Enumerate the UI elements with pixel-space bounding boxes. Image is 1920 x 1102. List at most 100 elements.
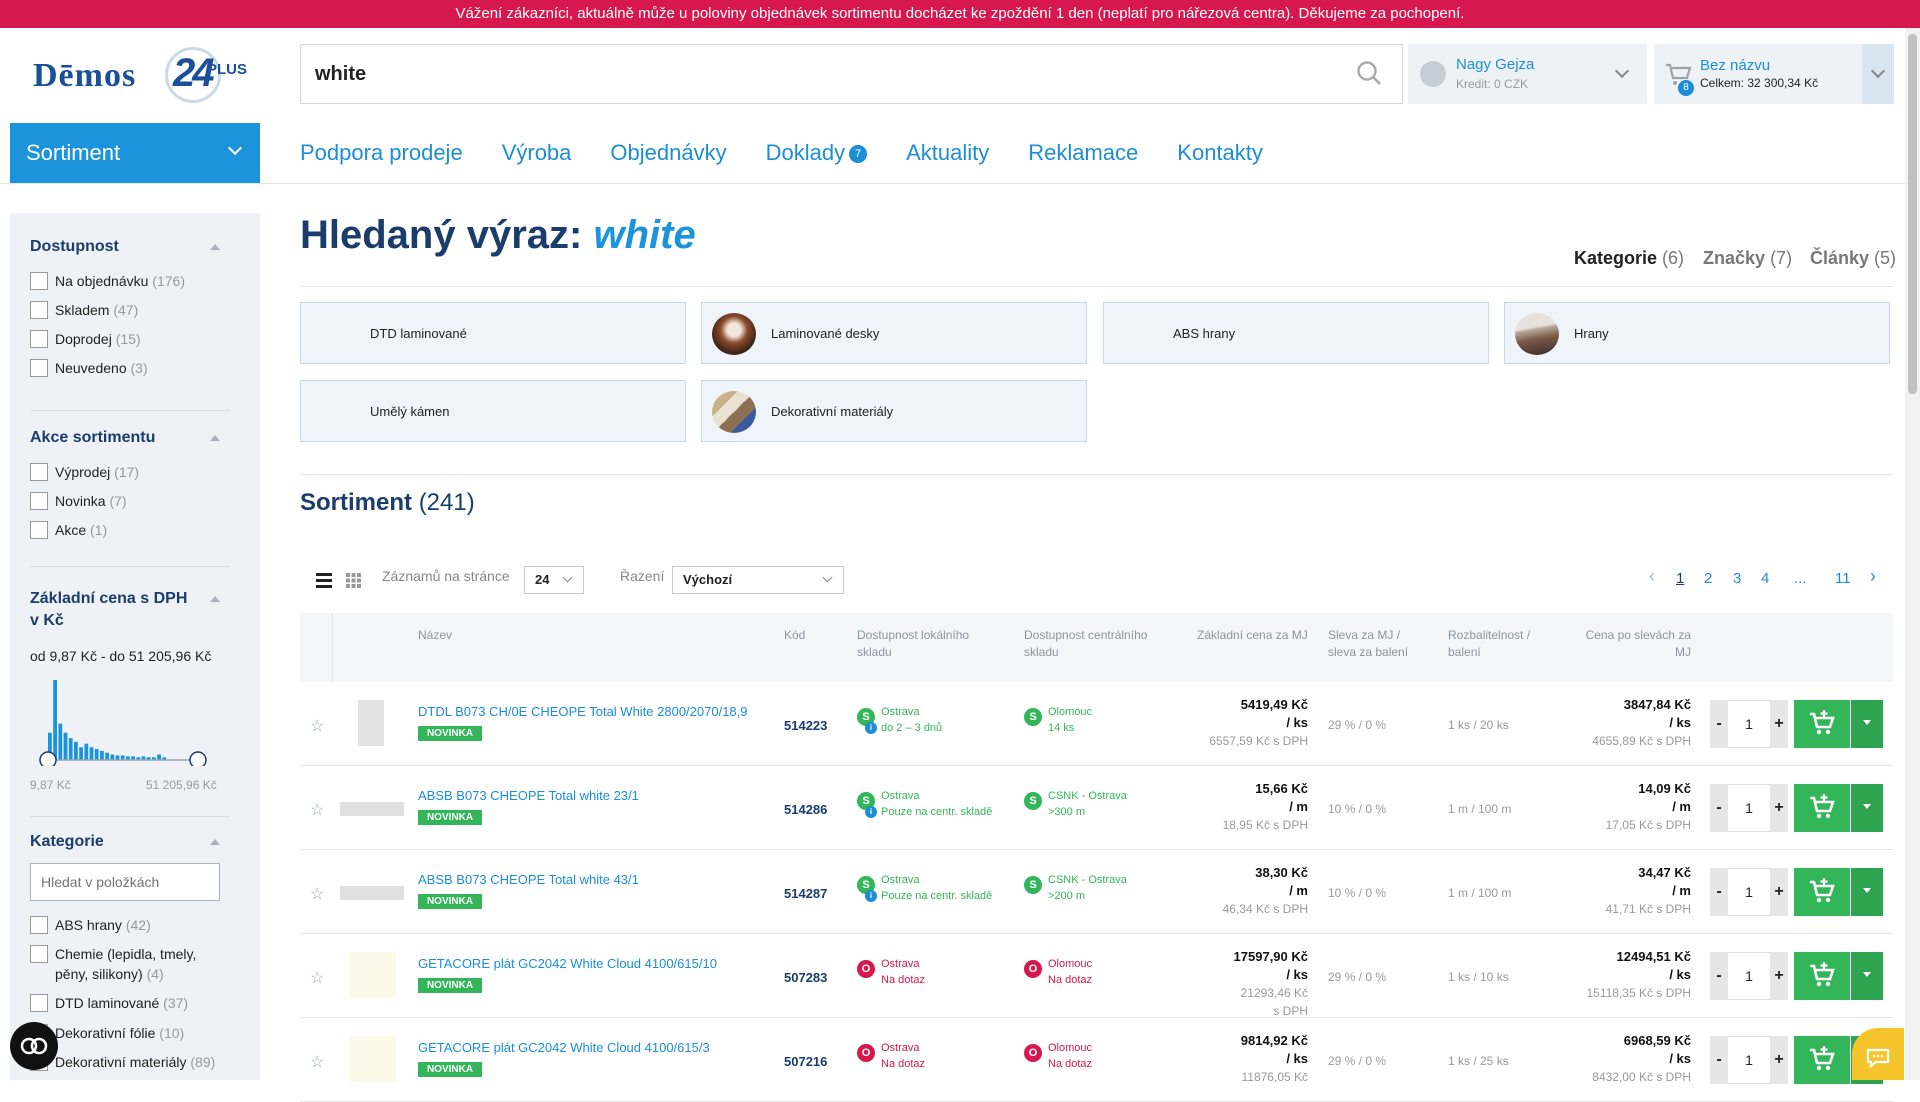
- search-icon[interactable]: [1356, 60, 1382, 86]
- add-to-cart-button[interactable]: [1794, 952, 1850, 1000]
- add-to-cart-button[interactable]: [1794, 700, 1850, 748]
- product-name-link[interactable]: GETACORE plát GC2042 White Cloud 4100/61…: [418, 956, 717, 971]
- category-card-hrany[interactable]: Hrany: [1504, 302, 1890, 364]
- favorite-star-icon[interactable]: ☆: [310, 802, 325, 819]
- checkbox-akce[interactable]: Akce (1): [30, 521, 107, 539]
- checkbox-vyprodej[interactable]: Výprodej (17): [30, 463, 139, 481]
- add-to-cart-button[interactable]: [1794, 784, 1850, 832]
- col-rozbalitelnost[interactable]: Rozbalitelnost / balení: [1448, 627, 1530, 661]
- decrease-button[interactable]: -: [1710, 700, 1728, 748]
- product-name-link[interactable]: GETACORE plát GC2042 White Cloud 4100/61…: [418, 1040, 710, 1055]
- cookie-consent-button[interactable]: [10, 1022, 58, 1070]
- add-to-cart-dropdown[interactable]: [1851, 700, 1883, 748]
- favorite-star-icon[interactable]: ☆: [310, 886, 325, 903]
- add-to-cart-dropdown[interactable]: [1851, 868, 1883, 916]
- decrease-button[interactable]: -: [1710, 1036, 1728, 1084]
- col-kod[interactable]: Kód: [784, 627, 805, 644]
- slider-max-handle[interactable]: [189, 751, 207, 769]
- add-to-cart-button[interactable]: [1794, 1036, 1850, 1084]
- decrease-button[interactable]: -: [1710, 868, 1728, 916]
- tab-clanky[interactable]: Články (5): [1810, 248, 1896, 269]
- next-page-icon[interactable]: ›: [1870, 566, 1876, 586]
- col-zakladni-cena[interactable]: Základní cena za MJ: [1197, 627, 1308, 644]
- category-card-umely-kamen[interactable]: Umělý kámen: [300, 380, 686, 442]
- scrollbar[interactable]: [1905, 28, 1920, 1080]
- nav-reklamace[interactable]: Reklamace: [1028, 140, 1139, 165]
- increase-button[interactable]: +: [1770, 784, 1788, 832]
- prev-page-icon[interactable]: ‹: [1649, 566, 1655, 586]
- product-name-link[interactable]: ABSB B073 CHEOPE Total white 23/1: [418, 788, 639, 803]
- page-1[interactable]: 1: [1676, 570, 1685, 587]
- info-icon[interactable]: i: [865, 890, 877, 902]
- scrollbar-thumb[interactable]: [1908, 34, 1917, 394]
- product-name-link[interactable]: DTDL B073 CH/0E CHEOPE Total White 2800/…: [418, 704, 748, 719]
- nav-aktuality[interactable]: Aktuality: [906, 140, 990, 165]
- quantity-input[interactable]: 1: [1728, 868, 1770, 916]
- checkbox-na-objednavku[interactable]: Na objednávku (176): [30, 272, 185, 290]
- checkbox-abs-hrany[interactable]: ABS hrany (42): [30, 916, 151, 934]
- logo[interactable]: Dēmos 24 PLUS: [33, 45, 247, 107]
- add-to-cart-dropdown[interactable]: [1851, 952, 1883, 1000]
- col-cena-po-slevach[interactable]: Cena po slevách za MJ: [1585, 627, 1691, 661]
- product-image[interactable]: [350, 1036, 396, 1082]
- quantity-input[interactable]: 1: [1728, 952, 1770, 1000]
- page-2[interactable]: 2: [1704, 570, 1713, 587]
- nav-doklady[interactable]: Doklady 7: [766, 140, 868, 170]
- increase-button[interactable]: +: [1770, 700, 1788, 748]
- quantity-input[interactable]: 1: [1728, 784, 1770, 832]
- tab-kategorie[interactable]: Kategorie (6): [1574, 248, 1684, 269]
- nav-kontakty[interactable]: Kontakty: [1177, 140, 1263, 165]
- search-input[interactable]: [315, 45, 1315, 103]
- category-card-dekorativni-materialy[interactable]: Dekorativní materiály: [701, 380, 1087, 442]
- checkbox-chemie[interactable]: Chemie (lepidla, tmely,: [30, 945, 196, 963]
- category-search-input[interactable]: [30, 863, 220, 901]
- cart-dropdown[interactable]: [1862, 44, 1894, 104]
- product-image[interactable]: [340, 886, 404, 900]
- filter-title-akce[interactable]: Akce sortimentu: [30, 427, 220, 449]
- nav-objednavky[interactable]: Objednávky: [610, 140, 727, 165]
- col-sleva[interactable]: Sleva za MJ / sleva za balení: [1328, 627, 1408, 661]
- checkbox-doprodej[interactable]: Doprodej (15): [30, 330, 141, 348]
- col-nazev[interactable]: Název: [418, 627, 452, 644]
- sort-select[interactable]: Výchozí: [672, 566, 844, 594]
- col-dostupnost-centralni[interactable]: Dostupnost centrálního skladu: [1024, 627, 1147, 661]
- quantity-input[interactable]: 1: [1728, 700, 1770, 748]
- favorite-star-icon[interactable]: ☆: [310, 970, 325, 987]
- category-card-dtd-laminovane[interactable]: DTD laminované: [300, 302, 686, 364]
- tab-znacky[interactable]: Značky (7): [1703, 248, 1792, 269]
- cart-widget[interactable]: 8 Bez názvu Celkem: 32 300,34 Kč: [1654, 44, 1894, 104]
- category-card-abs-hrany[interactable]: ABS hrany: [1103, 302, 1489, 364]
- add-to-cart-button[interactable]: [1794, 868, 1850, 916]
- filter-title-dostupnost[interactable]: Dostupnost: [30, 236, 220, 258]
- nav-podpora-prodeje[interactable]: Podpora prodeje: [300, 140, 463, 165]
- favorite-star-icon[interactable]: ☆: [310, 718, 325, 735]
- page-3[interactable]: 3: [1733, 570, 1742, 587]
- page-4[interactable]: 4: [1761, 570, 1770, 587]
- checkbox-dtd-laminovane[interactable]: DTD laminované (37): [30, 994, 188, 1012]
- info-icon[interactable]: i: [865, 722, 877, 734]
- chat-button[interactable]: [1852, 1028, 1904, 1080]
- increase-button[interactable]: +: [1770, 952, 1788, 1000]
- category-card-laminovane-desky[interactable]: Laminované desky: [701, 302, 1087, 364]
- slider-min-handle[interactable]: [39, 751, 57, 769]
- grid-view-icon[interactable]: [346, 573, 361, 588]
- info-icon[interactable]: i: [865, 806, 877, 818]
- per-page-select[interactable]: 24: [524, 566, 584, 594]
- col-dostupnost-lokalni[interactable]: Dostupnost lokálního skladu: [857, 627, 969, 661]
- product-image[interactable]: [350, 952, 396, 998]
- list-view-icon[interactable]: [316, 573, 332, 588]
- add-to-cart-dropdown[interactable]: [1851, 784, 1883, 832]
- product-image[interactable]: [340, 802, 404, 816]
- checkbox-skladem[interactable]: Skladem (47): [30, 301, 138, 319]
- page-11[interactable]: 11: [1835, 570, 1851, 587]
- favorite-star-icon[interactable]: ☆: [310, 1054, 325, 1071]
- quantity-input[interactable]: 1: [1728, 1036, 1770, 1084]
- decrease-button[interactable]: -: [1710, 784, 1728, 832]
- filter-title-cena[interactable]: Základní cena s DPH: [30, 588, 220, 610]
- filter-title-kategorie[interactable]: Kategorie: [30, 831, 220, 853]
- product-image[interactable]: [358, 700, 384, 746]
- decrease-button[interactable]: -: [1710, 952, 1728, 1000]
- increase-button[interactable]: +: [1770, 1036, 1788, 1084]
- checkbox-novinka[interactable]: Novinka (7): [30, 492, 127, 510]
- checkbox-neuvedeno[interactable]: Neuvedeno (3): [30, 359, 148, 377]
